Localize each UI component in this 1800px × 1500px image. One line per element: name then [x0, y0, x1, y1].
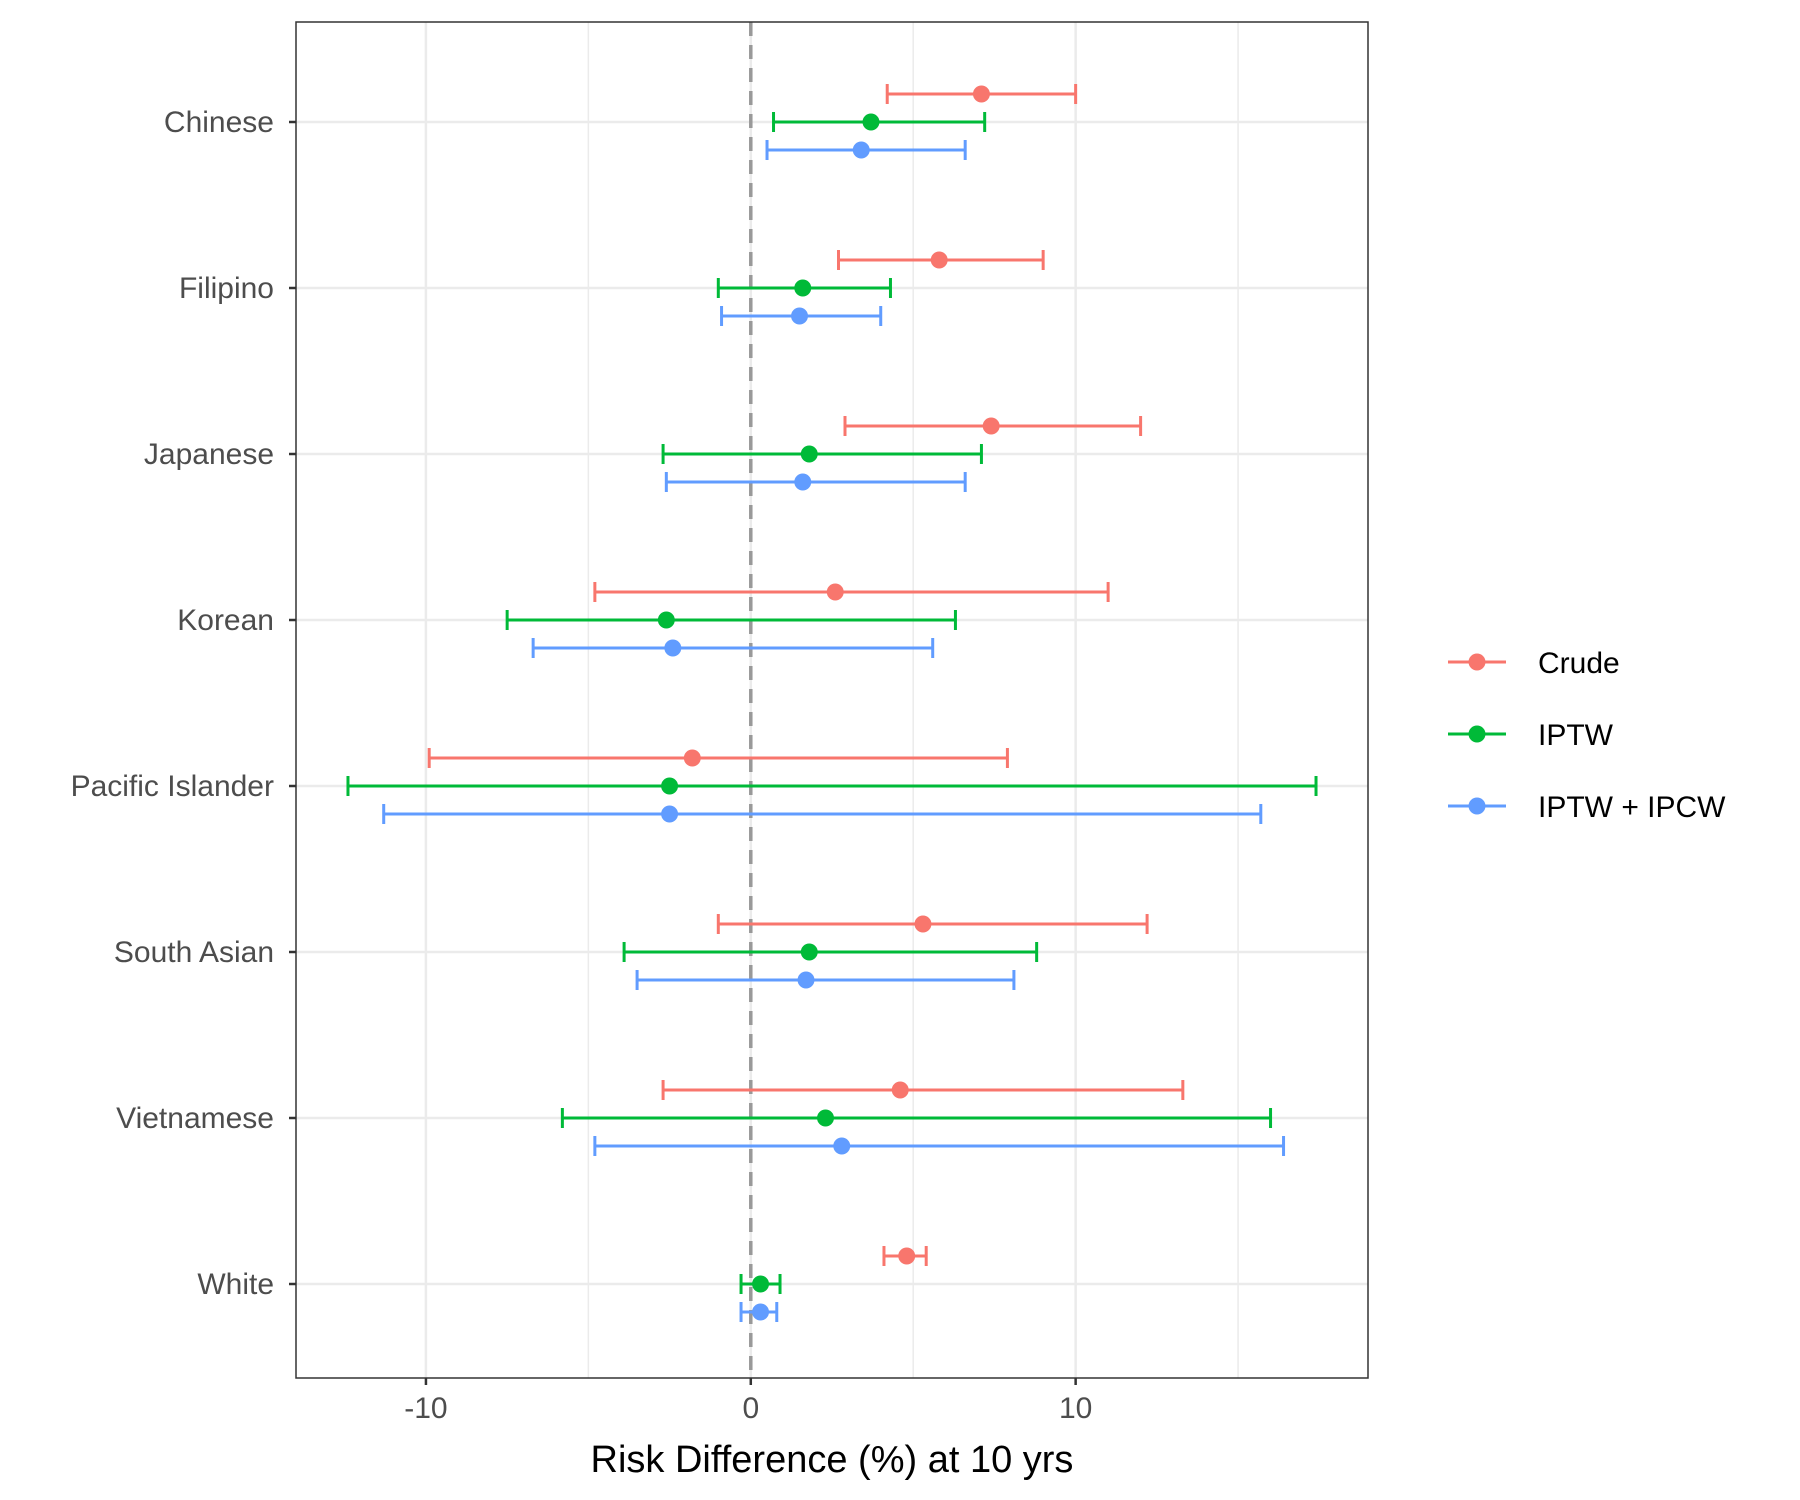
- legend: Crude IPTW IPTW + IPCW: [1448, 647, 1726, 824]
- axes: Chinese Filipino Japanese Korean Pacific Isl…: [71, 106, 1093, 1425]
- point-estimate-crude-japanese: [982, 417, 1000, 435]
- point-estimate-iptw-ipcw-korean: [664, 639, 682, 657]
- y-tick-label-vietnamese: Vietnamese: [116, 1102, 274, 1135]
- point-estimate-iptw-ipcw-vietnamese: [833, 1137, 851, 1155]
- y-tick-label-white: White: [197, 1268, 274, 1301]
- legend-item-iptw-ipcw: IPTW + IPCW: [1448, 791, 1726, 824]
- legend-key-point: [1468, 653, 1486, 671]
- legend-label: Crude: [1538, 647, 1620, 680]
- point-estimate-crude-pacific-islander: [683, 749, 701, 767]
- point-estimate-iptw-ipcw-pacific-islander: [661, 805, 679, 823]
- point-estimate-iptw-ipcw-south-asian: [797, 971, 815, 989]
- point-estimate-crude-white: [898, 1247, 916, 1265]
- legend-item-iptw: IPTW: [1448, 719, 1614, 752]
- point-estimate-iptw-chinese: [862, 113, 880, 131]
- x-tick-label: -10: [404, 1392, 447, 1425]
- point-estimate-iptw-japanese: [800, 445, 818, 463]
- series-crude: [427, 84, 1185, 1266]
- point-estimate-iptw-ipcw-white: [752, 1303, 770, 1321]
- point-estimate-crude-korean: [826, 583, 844, 601]
- y-tick-label-pacific-islander: Pacific Islander: [71, 770, 274, 803]
- legend-key-point: [1468, 725, 1486, 743]
- legend-label: IPTW + IPCW: [1538, 791, 1726, 824]
- x-axis-title: Risk Difference (%) at 10 yrs: [591, 1439, 1074, 1481]
- point-estimate-iptw-ipcw-filipino: [791, 307, 809, 325]
- point-estimate-iptw-ipcw-chinese: [852, 141, 870, 159]
- point-estimate-crude-chinese: [972, 85, 990, 103]
- point-estimate-iptw-korean: [657, 611, 675, 629]
- legend-item-crude: Crude: [1448, 647, 1620, 680]
- data-marks: [346, 84, 1318, 1322]
- x-tick-label: 0: [742, 1392, 759, 1425]
- plot-panel-border: [295, 21, 1369, 1379]
- y-tick-label-japanese: Japanese: [144, 438, 274, 471]
- x-tick-label: 10: [1059, 1392, 1092, 1425]
- point-estimate-crude-filipino: [930, 251, 948, 269]
- y-tick-label-chinese: Chinese: [164, 106, 274, 139]
- y-tick-label-korean: Korean: [177, 604, 274, 637]
- point-estimate-crude-vietnamese: [891, 1081, 909, 1099]
- y-tick-label-filipino: Filipino: [179, 272, 274, 305]
- point-estimate-crude-south-asian: [914, 915, 932, 933]
- point-estimate-iptw-vietnamese: [817, 1109, 835, 1127]
- legend-key-point: [1468, 797, 1486, 815]
- series-iptw: [346, 112, 1318, 1294]
- point-estimate-iptw-south-asian: [800, 943, 818, 961]
- point-estimate-iptw-pacific-islander: [661, 777, 679, 795]
- point-estimate-iptw-white: [752, 1275, 770, 1293]
- y-tick-label-south-asian: South Asian: [114, 936, 274, 969]
- point-estimate-iptw-filipino: [794, 279, 812, 297]
- series-iptw-ipcw: [382, 140, 1286, 1322]
- legend-label: IPTW: [1538, 719, 1614, 752]
- point-estimate-iptw-ipcw-japanese: [794, 473, 812, 491]
